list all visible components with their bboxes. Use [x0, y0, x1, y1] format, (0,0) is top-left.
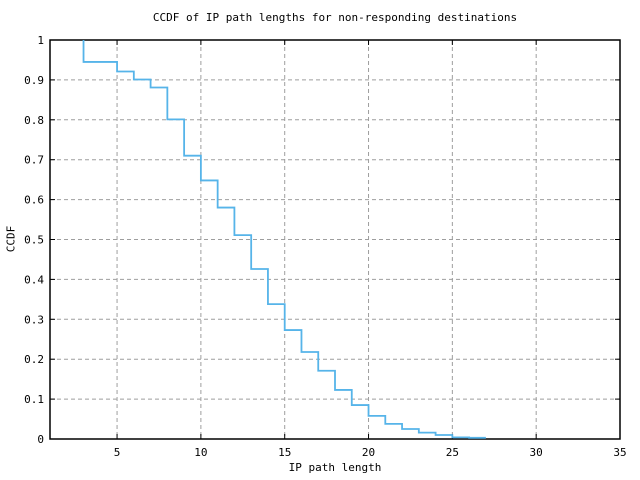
chart-title: CCDF of IP path lengths for non-respondi…: [152, 11, 518, 24]
y-tick-label: 0.5: [24, 234, 44, 247]
y-tick-label: 0.1: [24, 393, 44, 406]
x-tick-label: 20: [362, 446, 375, 459]
x-tick-label: 30: [530, 446, 543, 459]
y-tick-label: 0.8: [24, 114, 44, 127]
ccdf-step-curve: [82, 40, 486, 439]
y-tick-label: 0.2: [24, 353, 44, 366]
y-tick-label: 0.9: [24, 74, 44, 87]
y-tick-label: 0: [37, 433, 44, 446]
x-tick-label: 15: [278, 446, 291, 459]
y-tick-label: 0.4: [24, 273, 44, 286]
y-tick-label: 0.7: [24, 154, 44, 167]
x-tick-label: 5: [114, 446, 121, 459]
x-axis-label: IP path length: [288, 461, 382, 474]
plot-border: [49, 39, 621, 440]
x-tick-label: 25: [446, 446, 459, 459]
x-tick-label: 10: [194, 446, 207, 459]
y-tick-label: 0.6: [24, 194, 44, 207]
y-tick-label: 0.3: [24, 313, 44, 326]
x-tick-label: 35: [613, 446, 626, 459]
y-tick-label: 1: [37, 34, 44, 47]
